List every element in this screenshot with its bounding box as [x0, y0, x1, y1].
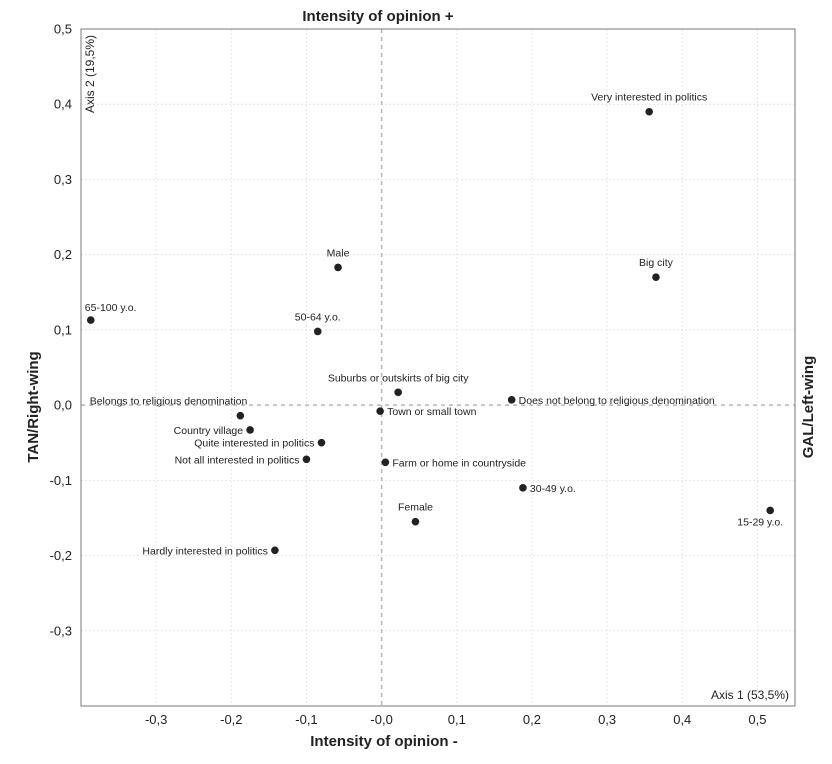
point-label: Not all interested in politics: [175, 454, 300, 466]
y-tick-labels: 0,5 0,4 0,3 0,2 0,1 0,0 -0,1 -0,2 -0,3: [50, 22, 72, 639]
point-label: Town or small town: [387, 406, 476, 418]
y-tick-label: 0,3: [54, 172, 72, 187]
plot-frame: [80, 28, 796, 707]
point-label: Country village: [174, 425, 244, 437]
data-point: [766, 506, 774, 515]
data-point: [507, 396, 516, 404]
zero-lines: [81, 29, 795, 706]
data-point: [652, 273, 660, 282]
y-tick-label: 0,4: [54, 97, 72, 112]
point-label: Suburbs or outskirts of big city: [328, 372, 469, 384]
data-point: [381, 458, 390, 467]
point-label: Farm or home in countryside: [392, 457, 526, 469]
x-tick-label: 0,4: [673, 712, 691, 727]
point-label: Very interested in politics: [591, 92, 707, 104]
point-label: 15-29 y.o.: [737, 516, 783, 528]
data-point: [334, 263, 342, 272]
y-axis-label-right: GAL/Left-wing: [800, 356, 817, 458]
x-tick-label: 0,3: [598, 712, 616, 727]
data-point: [394, 388, 402, 397]
x-axis-label: Intensity of opinion -: [310, 733, 457, 750]
point-label: Female: [398, 502, 433, 514]
point-label: 65-100 y.o.: [85, 302, 137, 314]
data-point: [317, 438, 326, 447]
x-tick-label: 0,1: [448, 712, 466, 727]
y-tick-label: -0,2: [50, 548, 72, 563]
data-point: [271, 546, 279, 555]
point-label: Belongs to religious denomination: [90, 396, 248, 408]
y-axis-label-left: TAN/Right-wing: [25, 351, 42, 462]
point-label: Does not belong to religious denominatio…: [519, 395, 715, 407]
point-label: Big city: [639, 257, 674, 269]
axis1-variance-label: Axis 1 (53,5%): [711, 688, 789, 702]
point-label: 50-64 y.o.: [295, 311, 341, 323]
data-point: [236, 411, 245, 420]
data-point: [411, 517, 420, 526]
y-tick-label: 0,5: [54, 22, 72, 37]
point-label: Hardly interested in politics: [142, 545, 267, 557]
data-point: [313, 327, 322, 336]
x-tick-labels: -0,3 -0,2 -0,1 -0,0 0,1 0,2 0,3 0,4 0,5: [145, 712, 767, 727]
point-label: Quite interested in politics: [194, 438, 314, 450]
y-tick-label: 0,1: [54, 322, 72, 337]
data-point: [302, 455, 311, 464]
data-point: [86, 316, 95, 324]
chart-title-top: Intensity of opinion +: [302, 8, 453, 25]
x-tick-label: -0,0: [370, 712, 392, 727]
data-point: [645, 107, 653, 116]
y-tick-label: 0,2: [54, 247, 72, 262]
y-tick-label: -0,3: [50, 623, 72, 638]
x-tick-label: 0,5: [748, 712, 766, 727]
x-tick-label: -0,1: [295, 712, 317, 727]
x-tick-label: 0,2: [523, 712, 541, 727]
data-points: Very interested in politics Big city Male 6…: [85, 92, 783, 558]
data-point: [519, 484, 527, 492]
y-tick-label: 0,0: [54, 398, 72, 413]
x-tick-label: -0,2: [220, 712, 242, 727]
grid-lines: [81, 28, 795, 706]
x-tick-label: -0,3: [145, 712, 167, 727]
y-tick-label: -0,1: [50, 473, 72, 488]
point-label: Male: [327, 247, 350, 259]
data-point: [246, 426, 254, 434]
data-point: [376, 407, 384, 415]
point-label: 30-49 y.o.: [530, 483, 576, 495]
axis2-variance-label: Axis 2 (19,5%): [83, 35, 97, 113]
